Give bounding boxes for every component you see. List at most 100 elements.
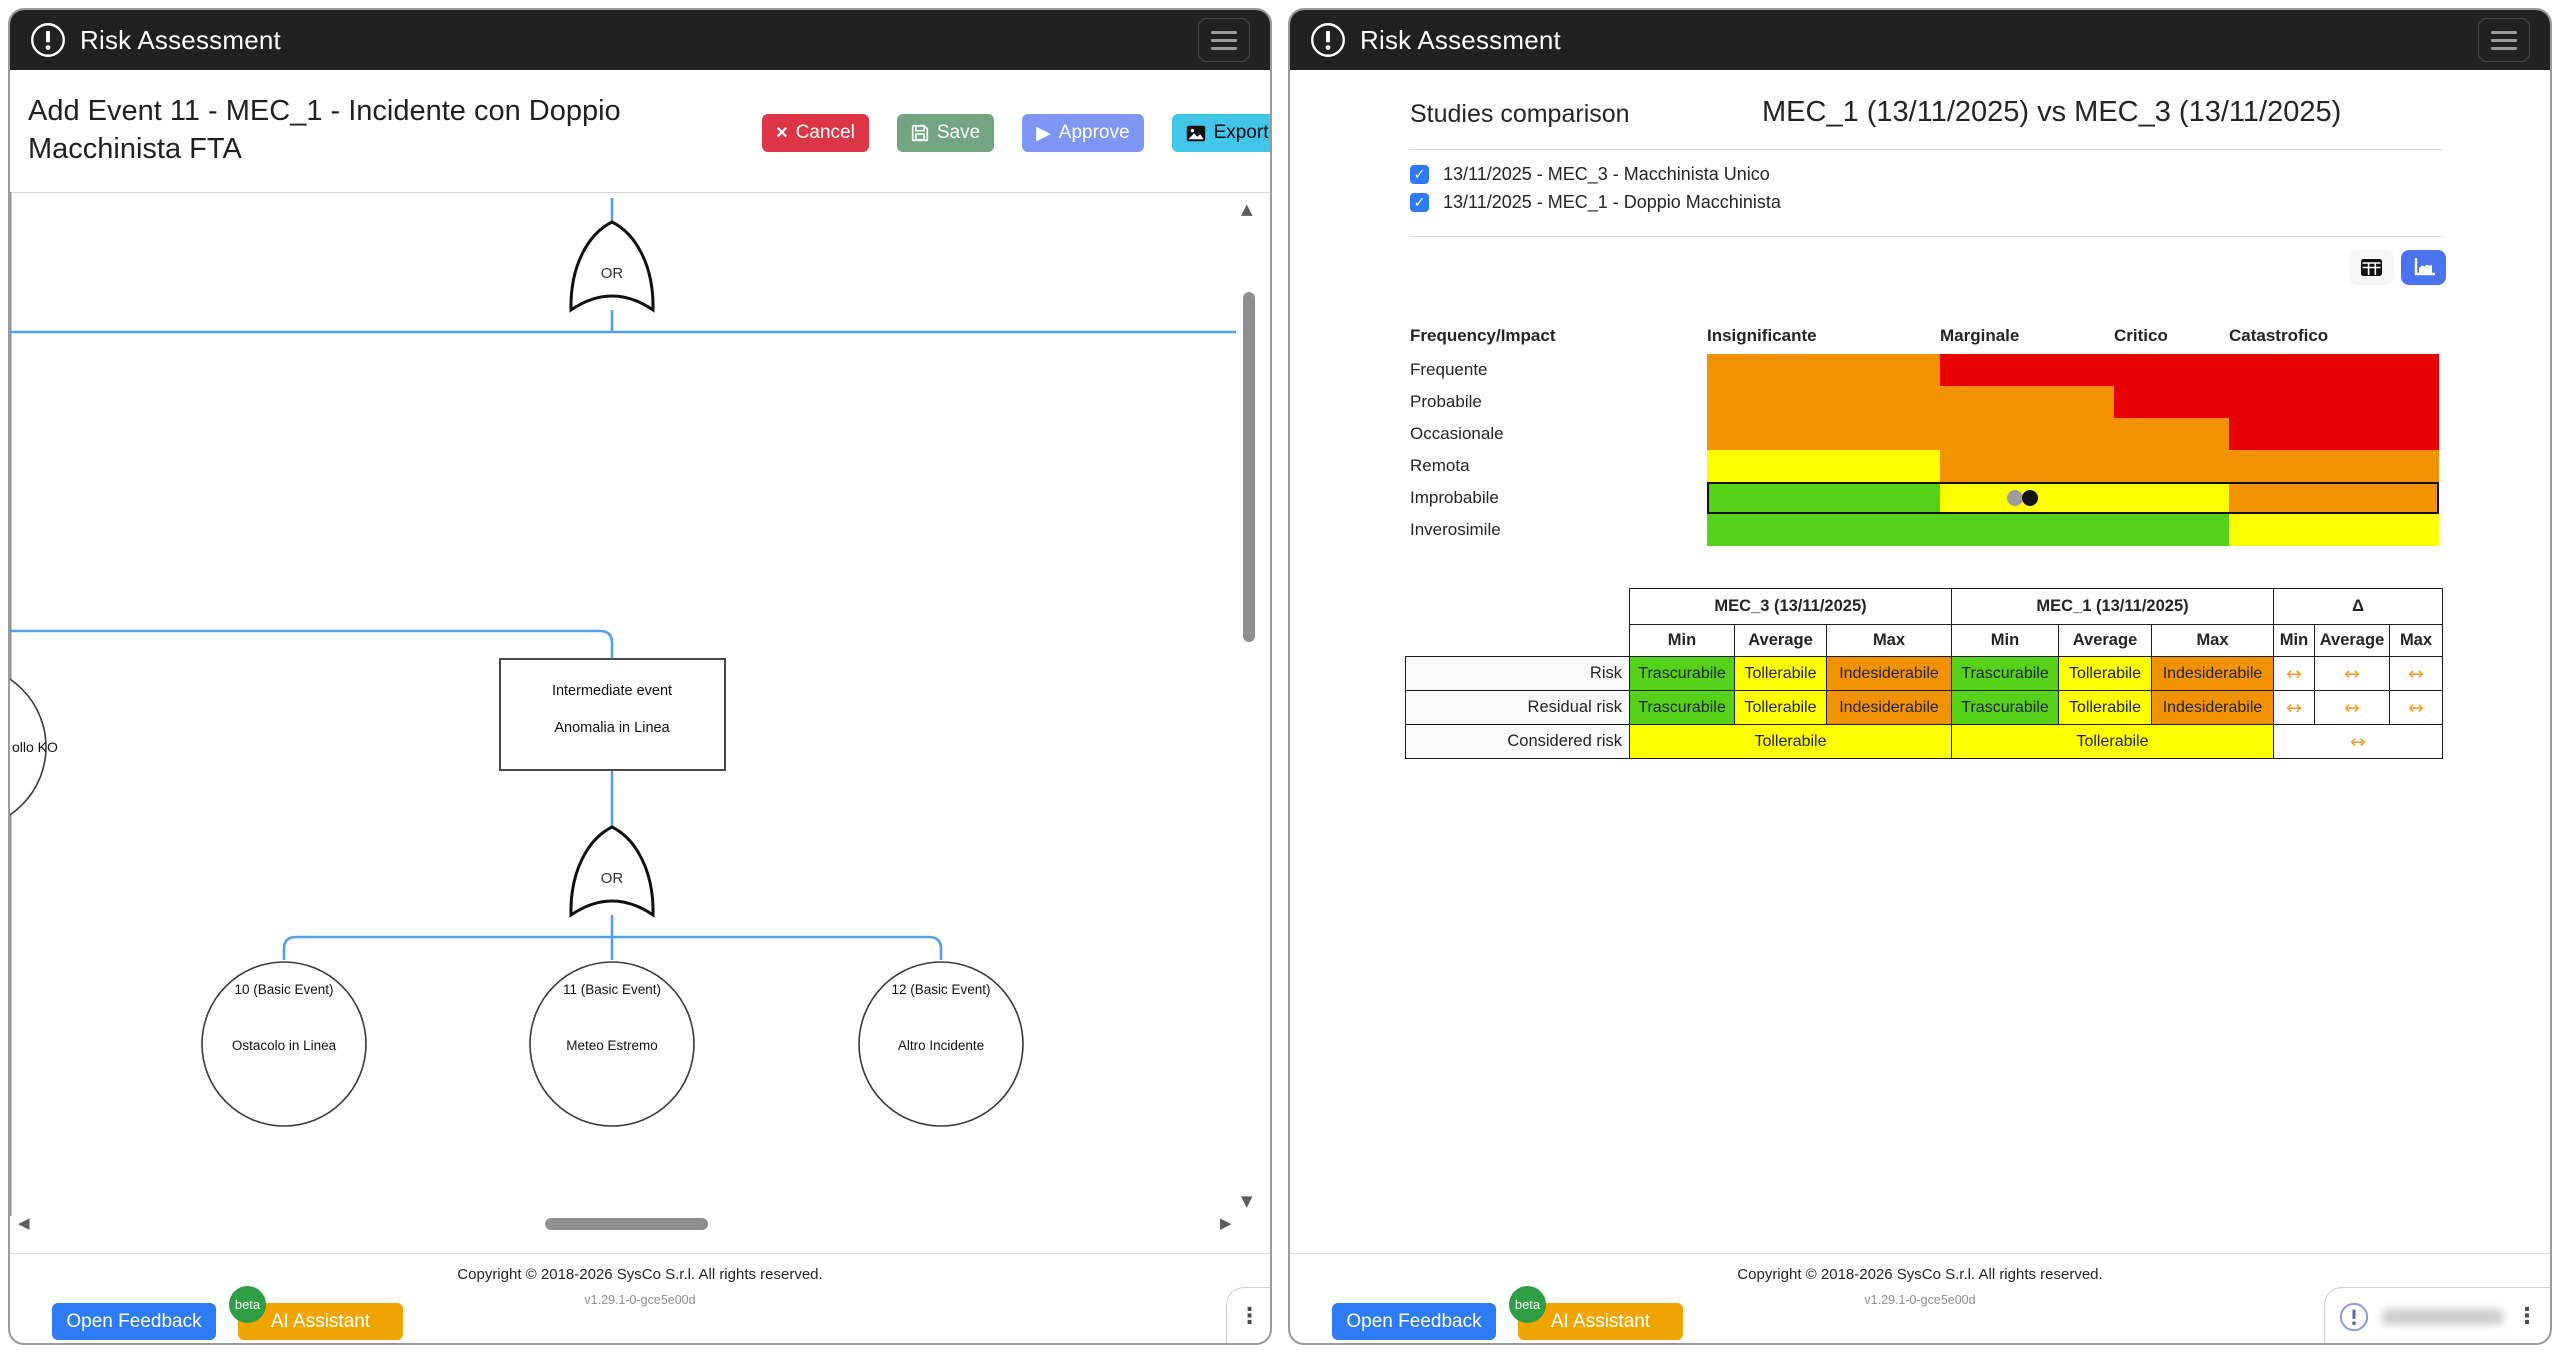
ai-assistant-button[interactable]: beta AI Assistant [1509, 1286, 1683, 1340]
matrix-cell-yellow [2114, 482, 2229, 514]
export-button[interactable]: Export [1171, 114, 1270, 152]
play-icon: ▶ [1036, 122, 1051, 144]
fta-editor-window: Risk Assessment Add Event 11 - MEC_1 - I… [8, 8, 1272, 1345]
matrix-row: Improbabile [1410, 482, 2439, 514]
matrix-column-label: Critico [2114, 326, 2168, 345]
scroll-up-arrow[interactable]: ▲ [1241, 200, 1253, 218]
table-subheader: Average [2058, 624, 2152, 657]
version-text: v1.29.1-0-gce5e00d [584, 1293, 696, 1307]
delta-arrow-cell: ↔ [2314, 690, 2390, 725]
matrix-row: Frequente [1410, 354, 2439, 386]
ai-assistant-button[interactable]: beta AI Assistant [229, 1286, 403, 1340]
vertical-scrollbar-thumb[interactable] [1243, 292, 1255, 642]
scroll-right-arrow[interactable]: ▶ [1220, 1214, 1232, 1232]
kebab-menu-icon[interactable]: ⋮ [2516, 1303, 2538, 1329]
risk-assessment-logo-icon [1311, 23, 1345, 57]
intermediate-event-node[interactable]: Intermediate event Anomalia in Linea [499, 658, 726, 771]
cancel-button[interactable]: × Cancel [762, 114, 869, 152]
svg-text:Anomalia in Linea: Anomalia in Linea [554, 720, 670, 736]
divider [1410, 236, 2442, 237]
table-subheader: Min [2273, 624, 2315, 657]
approve-button[interactable]: ▶ Approve [1022, 114, 1144, 152]
chart-icon [2414, 258, 2435, 276]
scroll-down-arrow[interactable]: ▼ [1241, 1192, 1253, 1210]
matrix-cell-orange [1940, 386, 2114, 418]
table-value-cell: Tollerabile [2058, 690, 2152, 725]
study-label: 13/11/2025 - MEC_3 - Macchinista Unico [1443, 164, 1770, 184]
table-row-label: Considered risk [1405, 724, 1630, 759]
beta-badge: beta [1509, 1286, 1546, 1323]
risk-matrix-body: Frequente Probabile Occasionale Remota Impro… [1410, 354, 2439, 546]
delta-arrow-cell: ↔ [2389, 656, 2443, 691]
table-row-label: Risk [1405, 656, 1630, 691]
study-mec1-marker [2022, 490, 2038, 506]
matrix-cell-yellow [2229, 514, 2439, 546]
open-feedback-button[interactable]: Open Feedback [52, 1303, 216, 1340]
svg-text:OR: OR [601, 870, 624, 887]
basic-event-10[interactable]: 10 (Basic Event) Ostacolo in Linea [201, 961, 367, 1127]
matrix-row-band [1707, 450, 2439, 482]
version-text: v1.29.1-0-gce5e00d [1864, 1293, 1976, 1307]
matrix-cell-orange [1707, 418, 1940, 450]
matrix-cell-red [2229, 354, 2439, 386]
table-subheader: Average [2314, 624, 2390, 657]
open-feedback-button[interactable]: Open Feedback [1332, 1303, 1496, 1340]
matrix-column-label: Insignificante [1707, 326, 1817, 345]
cancel-x-icon: × [776, 121, 788, 144]
studies-comparison-window: Risk Assessment Studies comparison MEC_1… [1288, 8, 2552, 1345]
study-row: ✓ 13/11/2025 - MEC_3 - Macchinista Unico [1410, 164, 1770, 185]
table-subheader: Average [1734, 624, 1827, 657]
study-row: ✓ 13/11/2025 - MEC_1 - Doppio Macchinist… [1410, 192, 1781, 213]
divider [1410, 149, 2442, 150]
corner-menu-panel: ⋮ [1226, 1287, 1270, 1343]
matrix-cell-orange [1940, 418, 2114, 450]
section-title: Studies comparison [1410, 100, 1630, 128]
table-icon [2361, 259, 2382, 276]
chart-view-button[interactable] [2401, 250, 2446, 285]
risk-assessment-logo-icon [31, 23, 65, 57]
study-checkbox-mec1[interactable]: ✓ [1410, 193, 1429, 212]
matrix-cell-orange [1707, 354, 1940, 386]
svg-text:11 (Basic Event): 11 (Basic Event) [563, 982, 661, 997]
footer-divider [10, 1253, 1270, 1254]
table-row: Risk Trascurabile Tollerabile Indesiderabil… [1405, 656, 2443, 691]
or-gate-top[interactable]: OR [569, 220, 655, 313]
delta-arrow-cell: ↔ [2314, 656, 2390, 691]
study-label: 13/11/2025 - MEC_1 - Doppio Macchinista [1443, 192, 1781, 212]
info-exclamation-icon[interactable] [2339, 1302, 2369, 1332]
matrix-cell-yellow [1707, 450, 1940, 482]
footer-divider [1290, 1253, 2550, 1254]
matrix-cell-green [1707, 514, 1940, 546]
table-value-cell: Indesiderabile [1826, 656, 1952, 691]
copyright-text: Copyright © 2018-2026 SysCo S.r.l. All r… [1737, 1266, 2103, 1283]
table-value-cell: Tollerabile [2058, 656, 2152, 691]
table-view-button[interactable] [2349, 250, 2394, 285]
save-button[interactable]: Save [896, 114, 995, 152]
svg-text:10 (Basic Event): 10 (Basic Event) [234, 982, 333, 997]
basic-event-clipped[interactable]: ollo KO [10, 665, 58, 829]
table-row: Considered risk Tollerabile Tollerabile ↔ [1405, 724, 2443, 759]
svg-text:Intermediate event: Intermediate event [552, 683, 672, 699]
horizontal-scrollbar-thumb[interactable] [545, 1218, 708, 1230]
basic-event-12[interactable]: 12 (Basic Event) Altro Incidente [858, 961, 1024, 1127]
matrix-row-label: Frequente [1410, 360, 1488, 379]
comparison-table: MEC_3 (13/11/2025) MEC_1 (13/11/2025) Δ Min… [1405, 588, 2443, 759]
table-value-cell: Trascurabile [1629, 690, 1735, 725]
basic-event-11[interactable]: 11 (Basic Event) Meteo Estremo [529, 961, 695, 1127]
matrix-row-band [1707, 386, 2439, 418]
app-header: Risk Assessment [1290, 10, 2550, 70]
scroll-left-arrow[interactable]: ◀ [18, 1214, 30, 1232]
matrix-cell-orange [2114, 450, 2229, 482]
fault-tree-canvas[interactable]: OR ollo KO Intermediate event Anomalia i… [10, 192, 1236, 1216]
matrix-cell-orange [2114, 418, 2229, 450]
menu-hamburger-button[interactable] [1198, 18, 1250, 62]
app-title: Risk Assessment [1360, 24, 1561, 55]
delta-arrow-cell: ↔ [2273, 656, 2315, 691]
matrix-column-labels: Insignificante Marginale Critico Catastrofi… [1707, 326, 2439, 354]
delta-arrow-cell: ↔ [2389, 690, 2443, 725]
kebab-menu-icon[interactable]: ⋮ [1238, 1303, 1261, 1329]
menu-hamburger-button[interactable] [2478, 18, 2530, 62]
or-gate-bottom[interactable]: OR [569, 825, 655, 918]
study-checkbox-mec3[interactable]: ✓ [1410, 165, 1429, 184]
table-row-label: Residual risk [1405, 690, 1630, 725]
